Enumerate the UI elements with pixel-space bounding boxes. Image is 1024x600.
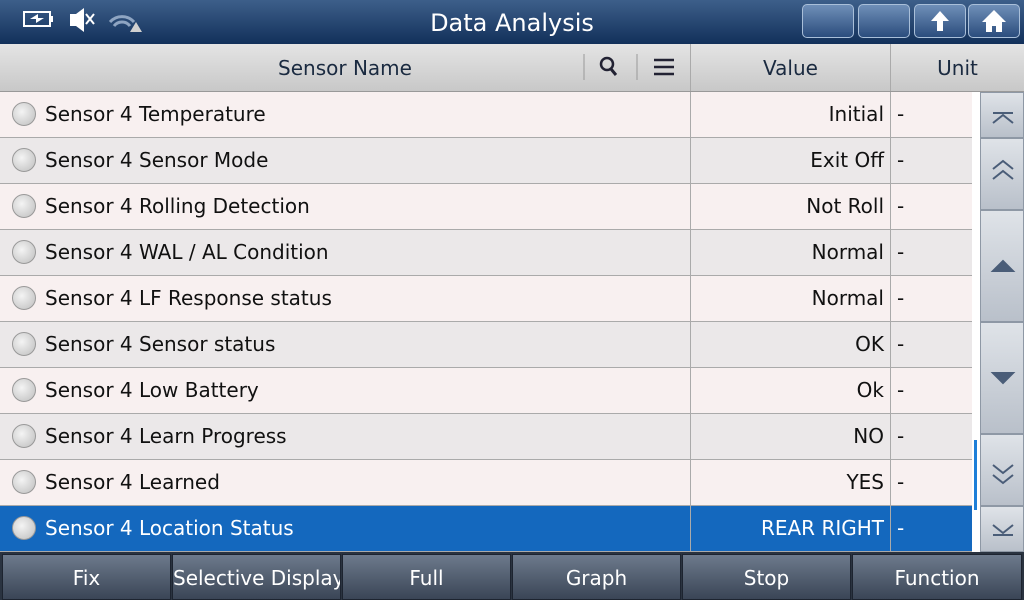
sensor-unit: -	[890, 368, 972, 413]
sensor-value: Ok	[690, 368, 890, 413]
footer-button[interactable]: Function	[852, 554, 1022, 600]
title-bar: Data Analysis	[0, 0, 1024, 44]
footer-button[interactable]: Graph	[512, 554, 681, 600]
page-down-button[interactable]	[980, 434, 1024, 506]
table-row[interactable]: Sensor 4 Temperature Initial -	[0, 92, 972, 138]
icon	[990, 259, 1016, 272]
scroll-thumb	[974, 440, 977, 510]
print-button[interactable]	[858, 4, 910, 38]
sensor-name: Sensor 4 Rolling Detection	[45, 194, 310, 218]
sensor-unit: -	[890, 322, 972, 367]
status-icons	[23, 8, 142, 32]
sensor-unit: -	[890, 138, 972, 183]
sensor-value: Exit Off	[690, 138, 890, 183]
sensor-name: Sensor 4 Low Battery	[45, 378, 259, 402]
sensor-unit: -	[890, 230, 972, 275]
row-indicator	[12, 378, 36, 402]
column-header[interactable]: Value	[690, 44, 890, 91]
scroll-top-button[interactable]	[980, 92, 1024, 138]
sensor-name: Sensor 4 Temperature	[45, 102, 266, 126]
row-indicator	[12, 516, 36, 540]
sensor-unit: -	[890, 506, 972, 551]
scroll-bottom-button[interactable]	[980, 506, 1024, 552]
table-row[interactable]: Sensor 4 Learned YES -	[0, 460, 972, 506]
row-indicator	[12, 470, 36, 494]
table-row[interactable]: Sensor 4 Low Battery Ok -	[0, 368, 972, 414]
row-indicator	[12, 286, 36, 310]
footer-button[interactable]: Full	[342, 554, 511, 600]
sensor-value: NO	[690, 414, 890, 459]
table-row[interactable]: Sensor 4 WAL / AL Condition Normal -	[0, 230, 972, 276]
row-indicator	[12, 194, 36, 218]
sensor-value: Initial	[690, 92, 890, 137]
sensor-value: YES	[690, 460, 890, 505]
sensor-value: Normal	[690, 230, 890, 275]
scroll-up-button[interactable]	[980, 210, 1024, 322]
table-row[interactable]: Sensor 4 Location Status REAR RIGHT -	[0, 506, 972, 552]
column-header[interactable]: Sensor Name	[278, 56, 412, 80]
scrollbar	[972, 92, 980, 552]
sensor-name: Sensor 4 Learned	[45, 470, 220, 494]
table-row[interactable]: Sensor 4 Sensor Mode Exit Off -	[0, 138, 972, 184]
row-indicator	[12, 424, 36, 448]
vehicle-info-button[interactable]	[802, 4, 854, 38]
sensor-name: Sensor 4 Location Status	[45, 516, 294, 540]
column-header[interactable]: Unit	[890, 44, 1024, 91]
table-row[interactable]: Sensor 4 Rolling Detection Not Roll -	[0, 184, 972, 230]
row-indicator	[12, 102, 36, 126]
sensor-name: Sensor 4 Learn Progress	[45, 424, 287, 448]
sensor-value: OK	[690, 322, 890, 367]
icon	[992, 464, 1014, 485]
row-indicator	[12, 148, 36, 172]
sensor-unit: -	[890, 460, 972, 505]
sensor-unit: -	[890, 414, 972, 459]
icon	[992, 524, 1014, 536]
header-tools	[583, 54, 674, 80]
icon	[982, 10, 1006, 32]
sensor-value: Normal	[690, 276, 890, 321]
table-row[interactable]: Sensor 4 Sensor status OK -	[0, 322, 972, 368]
row-indicator	[12, 332, 36, 356]
sensor-name: Sensor 4 LF Response status	[45, 286, 332, 310]
scroll-down-button[interactable]	[980, 322, 1024, 434]
table-row[interactable]: Sensor 4 LF Response status Normal -	[0, 276, 972, 322]
title: Data Analysis	[430, 9, 594, 37]
row-indicator	[12, 240, 36, 264]
icon	[992, 112, 1014, 124]
footer-button[interactable]: Selective Display	[172, 554, 341, 600]
table-header: Sensor Name Value Unit	[0, 44, 1024, 92]
icon	[990, 372, 1016, 385]
sensor-unit: -	[890, 184, 972, 229]
footer-button[interactable]: Stop	[682, 554, 851, 600]
icon	[931, 11, 949, 31]
sensor-name: Sensor 4 Sensor status	[45, 332, 276, 356]
back-button[interactable]	[914, 4, 966, 38]
table-row[interactable]: Sensor 4 Learn Progress NO -	[0, 414, 972, 460]
sensor-name: Sensor 4 Sensor Mode	[45, 148, 269, 172]
icon	[992, 159, 1014, 180]
page-up-button[interactable]	[980, 138, 1024, 210]
sensor-name: Sensor 4 WAL / AL Condition	[45, 240, 329, 264]
sensor-unit: -	[890, 92, 972, 137]
sensor-value: REAR RIGHT	[690, 506, 890, 551]
sensor-value: Not Roll	[690, 184, 890, 229]
button-bar: Fix Selective Display Full Graph Stop Functio…	[0, 552, 1024, 600]
home-button[interactable]	[968, 4, 1020, 38]
sensor-unit: -	[890, 276, 972, 321]
footer-button[interactable]: Fix	[2, 554, 171, 600]
